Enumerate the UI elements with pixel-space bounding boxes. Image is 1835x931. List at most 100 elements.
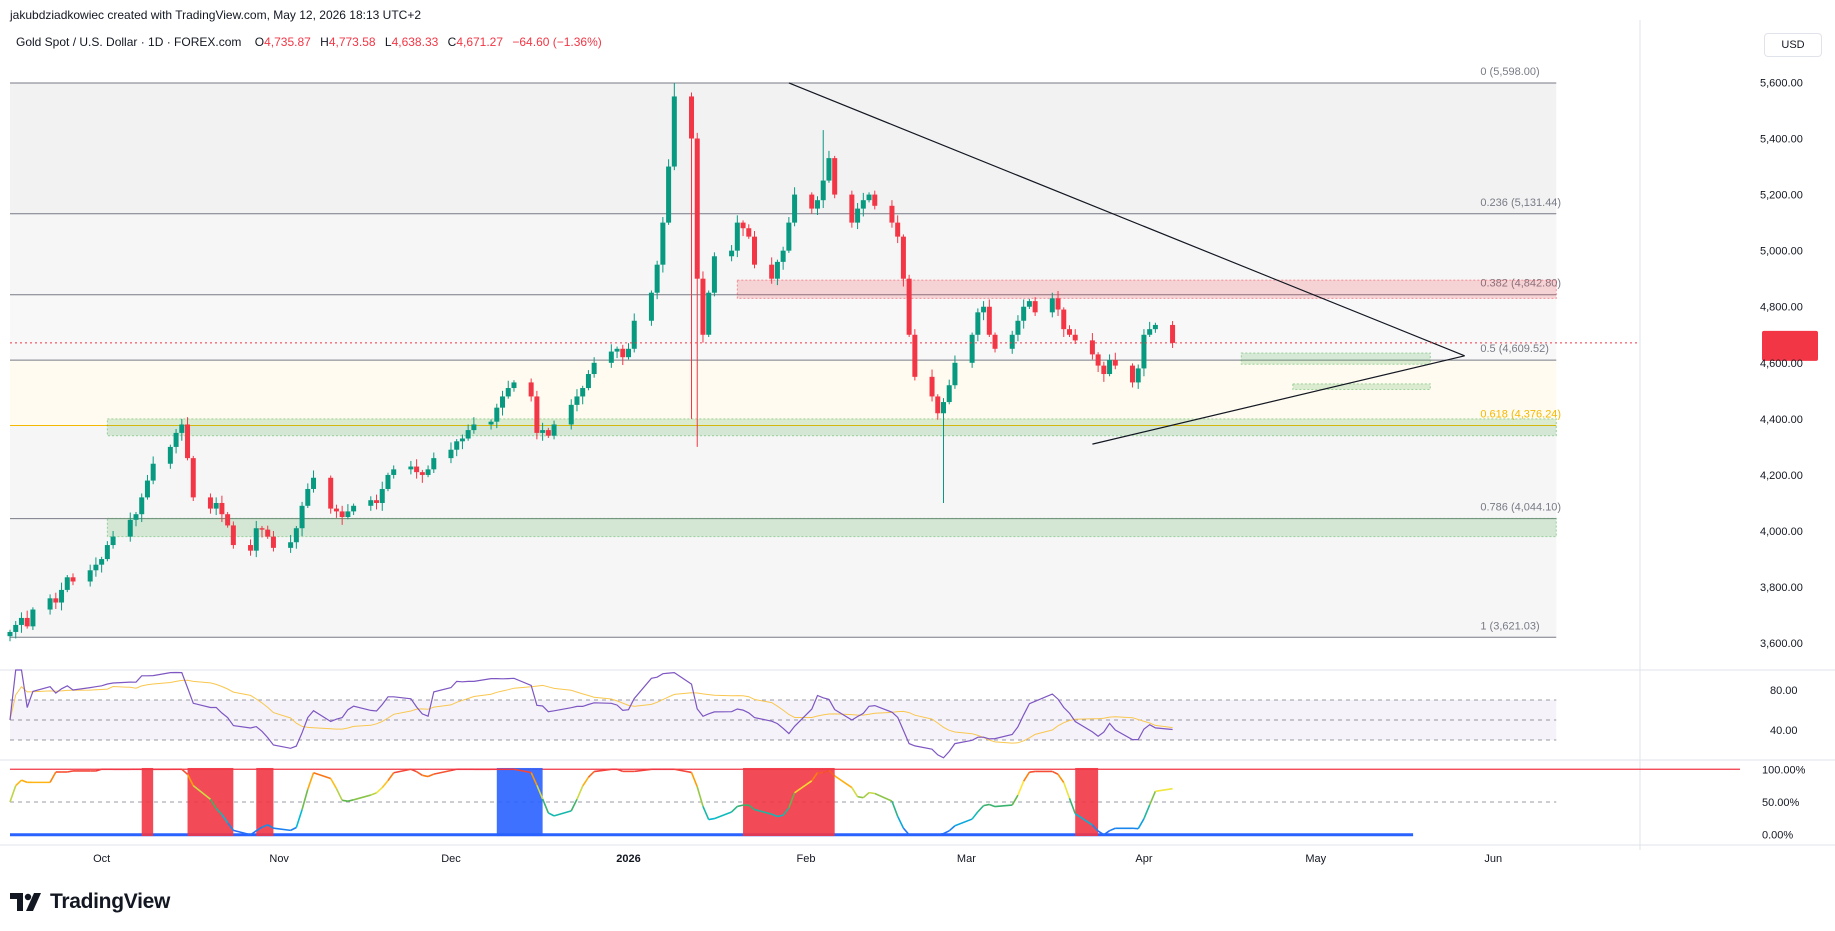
stoch-line-segment bbox=[209, 798, 217, 809]
stoch-line-segment bbox=[696, 786, 704, 807]
resistance-zone bbox=[736, 279, 1557, 299]
candle-bullish bbox=[213, 502, 219, 509]
candle-bullish bbox=[792, 194, 798, 223]
time-axis-tick: Jun bbox=[1484, 853, 1502, 865]
candle-bearish bbox=[769, 264, 775, 279]
change-value: −64.60 (−1.36%) bbox=[512, 35, 602, 49]
stoch-line-segment bbox=[634, 768, 652, 773]
candle-bullish bbox=[351, 505, 357, 512]
candle-bullish bbox=[774, 261, 780, 279]
stoch-line-segment bbox=[335, 788, 343, 801]
fib-level-label: 0.786 (4,044.10) bbox=[1480, 502, 1561, 514]
stoch-line-segment bbox=[594, 768, 612, 773]
stoch-line-segment bbox=[353, 794, 372, 801]
candle-bullish bbox=[64, 577, 70, 590]
fib-zone-band bbox=[10, 294, 1557, 361]
candle-bullish bbox=[465, 430, 471, 439]
candle-bullish bbox=[631, 320, 637, 349]
candle-bullish bbox=[87, 570, 93, 582]
stoch-line-segment bbox=[1074, 812, 1093, 826]
candle-bearish bbox=[929, 376, 935, 397]
candle-bearish bbox=[1170, 324, 1176, 343]
candle-bearish bbox=[328, 477, 334, 509]
stoch-line-segment bbox=[255, 826, 263, 832]
stoch-line-segment bbox=[851, 787, 859, 798]
candle-bullish bbox=[18, 617, 24, 625]
candle-bearish bbox=[225, 514, 231, 526]
candle-bullish bbox=[408, 466, 414, 470]
candle-bullish bbox=[299, 505, 305, 529]
open-label: O bbox=[254, 35, 265, 49]
currency-button[interactable]: USD bbox=[1764, 33, 1822, 57]
candle-bullish bbox=[448, 449, 454, 459]
candle-bullish bbox=[568, 404, 574, 425]
stoch-line-segment bbox=[1063, 782, 1071, 799]
candle-bullish bbox=[93, 564, 99, 571]
candle-bullish bbox=[104, 545, 110, 560]
candle-bearish bbox=[1101, 365, 1107, 375]
low-value: 4,638.33 bbox=[391, 35, 439, 49]
candle-bullish bbox=[30, 609, 36, 627]
tradingview-logo-icon bbox=[10, 893, 41, 911]
stoch-line-segment bbox=[15, 779, 23, 787]
stoch-line-segment bbox=[370, 792, 377, 796]
candle-bearish bbox=[185, 424, 191, 459]
stoch-line-segment bbox=[513, 768, 532, 774]
candle-bearish bbox=[620, 348, 626, 358]
candle-bullish bbox=[969, 334, 975, 363]
fib-level-label: 0.5 (4,609.52) bbox=[1480, 343, 1549, 355]
stoch-line-segment bbox=[186, 773, 194, 787]
stoch-line-segment bbox=[714, 811, 732, 820]
candle-bullish bbox=[110, 536, 116, 546]
stoch-line-segment bbox=[1097, 830, 1105, 836]
close-label: C bbox=[447, 35, 457, 49]
stoch-line-segment bbox=[983, 803, 990, 807]
brand-name: TradingView bbox=[50, 890, 171, 913]
candle-bullish bbox=[1049, 298, 1055, 313]
candle-bearish bbox=[414, 466, 420, 473]
stoch-line-segment bbox=[301, 789, 309, 810]
price-axis-tick: 5,400.00 bbox=[1760, 134, 1803, 146]
stoch-line-segment bbox=[1143, 804, 1151, 820]
candle-bullish bbox=[1009, 334, 1015, 349]
stoch-oversold-block bbox=[496, 767, 543, 837]
stoch-line-segment bbox=[943, 830, 950, 835]
stoch-line-segment bbox=[777, 814, 784, 818]
candle-bullish bbox=[729, 250, 735, 257]
candle-bullish bbox=[975, 312, 981, 335]
candle-bullish bbox=[626, 348, 632, 358]
stoch-line-segment bbox=[857, 795, 864, 799]
candle-bullish bbox=[860, 200, 866, 209]
candle-bearish bbox=[1089, 340, 1095, 355]
stoch-line-segment bbox=[737, 804, 744, 808]
candle-bearish bbox=[265, 529, 271, 537]
candle-bearish bbox=[207, 497, 213, 509]
candle-bullish bbox=[1141, 334, 1147, 369]
stoch-line-segment bbox=[541, 798, 550, 814]
candle-bullish bbox=[511, 382, 517, 389]
stoch-line-segment bbox=[862, 792, 870, 799]
stoch-line-segment bbox=[937, 832, 944, 836]
stoch-line-segment bbox=[215, 807, 223, 816]
fib-level-label: 0 (5,598.00) bbox=[1480, 66, 1539, 78]
candle-bullish bbox=[345, 511, 351, 518]
time-axis-tick: Oct bbox=[93, 853, 110, 865]
stoch-line-segment bbox=[427, 773, 435, 778]
stoch-axis-tick: 50.00% bbox=[1762, 797, 1800, 809]
stoch-line-segment bbox=[295, 809, 303, 828]
stoch-line-segment bbox=[1011, 794, 1019, 806]
symbol-title[interactable]: Gold Spot / U.S. Dollar · 1D · FOREX.com bbox=[16, 35, 242, 49]
stoch-line-segment bbox=[1068, 798, 1076, 814]
candle-bearish bbox=[270, 536, 276, 548]
stoch-line-segment bbox=[1103, 830, 1111, 836]
candle-bearish bbox=[746, 228, 752, 237]
candle-bullish bbox=[585, 374, 591, 389]
stoch-line-segment bbox=[267, 824, 274, 829]
chart-attribution: jakubdziadkowiec created with TradingVie… bbox=[10, 8, 422, 22]
stoch-line-segment bbox=[794, 780, 813, 794]
stoch-line-segment bbox=[450, 768, 457, 772]
tradingview-logo[interactable]: TradingView bbox=[10, 888, 170, 916]
candle-bullish bbox=[952, 362, 958, 386]
stoch-line-segment bbox=[708, 817, 715, 821]
